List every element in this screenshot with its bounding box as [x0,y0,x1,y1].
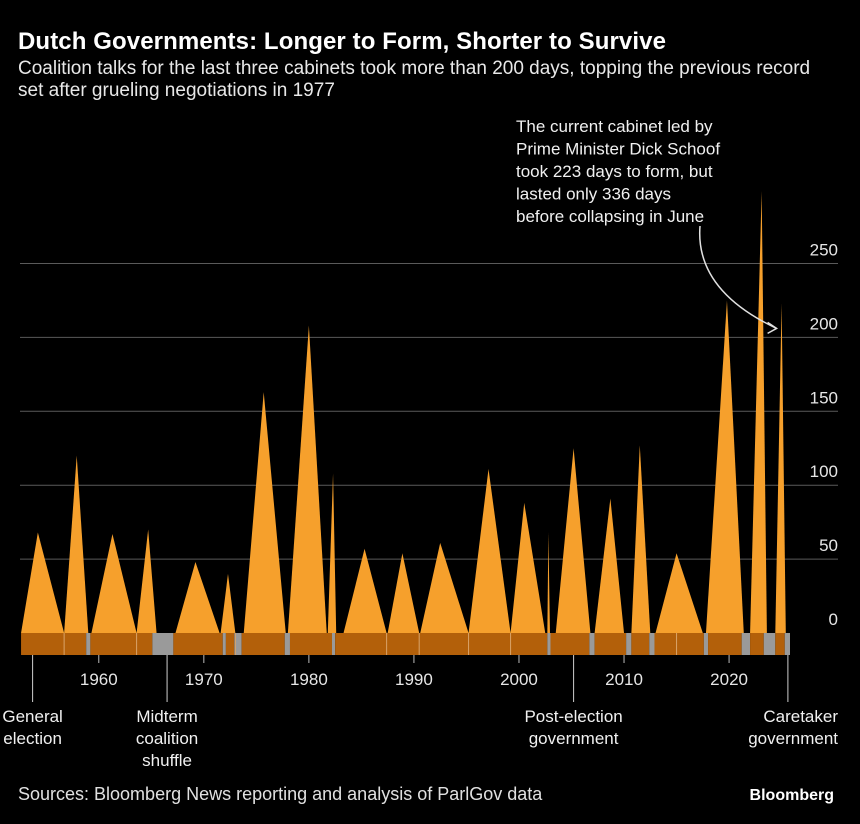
formation-peak [327,473,337,633]
formation-peak [510,502,546,633]
caretaker-segment [703,633,709,655]
caretaker-segment [284,633,290,655]
cabinet-segment [631,633,650,655]
formation-peak [287,325,327,633]
x-tick-label: 1980 [290,670,328,689]
caretaker-segment [589,633,595,655]
caretaker-segment [331,633,336,655]
caretaker-segment [547,633,551,655]
cabinet-timeline-bar [21,633,790,655]
annotation-text: The current cabinet led by Prime Minister… [516,117,720,226]
formation-peak [655,553,703,633]
x-tick-label: 1990 [395,670,433,689]
formation-peak [775,303,786,633]
source-note: Sources: Bloomberg News reporting and an… [18,784,543,804]
caretaker-segment [152,633,174,655]
formation-peak [136,529,157,633]
formation-peak [21,532,65,633]
formation-peak [243,392,286,633]
legend-label: General election [2,707,62,748]
annotation-arrowhead [767,321,779,335]
x-tick-label: 2020 [710,670,748,689]
caretaker-segment [86,633,91,655]
legend-label: Caretaker government [748,707,838,748]
y-tick-label: 50 [819,536,838,555]
caretaker-segment [626,633,632,655]
caretaker-segment [222,633,226,655]
caretaker-segment [784,633,790,655]
caretaker-segment [234,633,242,655]
y-tick-label: 150 [810,388,838,407]
annotation: The current cabinet led by Prime Minister… [516,117,779,335]
formation-peak [750,191,767,633]
cabinet-segment [750,633,764,655]
cabinet-segment [241,633,285,655]
formation-peaks [21,191,786,633]
formation-peak [594,498,625,633]
y-tick-label: 100 [810,462,838,481]
x-tick-label: 2010 [605,670,643,689]
formation-peak [705,300,744,633]
formation-peak [343,548,387,633]
y-tick-label: 200 [810,314,838,333]
formation-peak [555,448,591,633]
formation-peak [420,542,469,633]
legend-label: Post-election government [524,707,622,748]
cabinet-segment [289,633,332,655]
formation-peak [220,573,236,633]
y-tick-label: 250 [810,241,838,260]
cabinet-segment [335,633,548,655]
caretaker-segment [741,633,751,655]
caretaker-segment [763,633,776,655]
cabinet-segment [708,633,742,655]
x-axis: 1960 1970 1980 1990 2000 2010 2020 [80,655,748,689]
formation-peak [91,533,137,633]
cabinet-segment [594,633,627,655]
formation-peak [468,468,511,633]
annotation-arrow [698,225,777,330]
cabinet-segment [654,633,704,655]
cabinet-segment [21,633,87,655]
x-tick-label: 1970 [185,670,223,689]
formation-peak [64,455,89,633]
formation-peak [175,562,220,633]
cabinet-segment [173,633,223,655]
cabinet-segment [225,633,235,655]
legend: General election Midterm coalition shuffle Po… [2,655,838,770]
cabinet-segment [550,633,590,655]
chart-title: Dutch Governments: Longer to Form, Short… [18,28,667,55]
formation-peak [387,553,420,633]
legend-label: Midterm coalition shuffle [136,707,198,770]
x-tick-label: 2000 [500,670,538,689]
formation-peak [631,445,651,633]
formation-peak [547,532,550,633]
cabinet-segment [90,633,153,655]
y-tick-label: 0 [829,610,838,629]
gridlines: 0 50 100 150 200 250 [20,241,838,629]
cabinet-segment [775,633,785,655]
caretaker-segment [649,633,655,655]
chart-subtitle: Coalition talks for the last three cabin… [18,58,811,101]
bloomberg-logo: Bloomberg [749,787,834,804]
x-tick-label: 1960 [80,670,118,689]
